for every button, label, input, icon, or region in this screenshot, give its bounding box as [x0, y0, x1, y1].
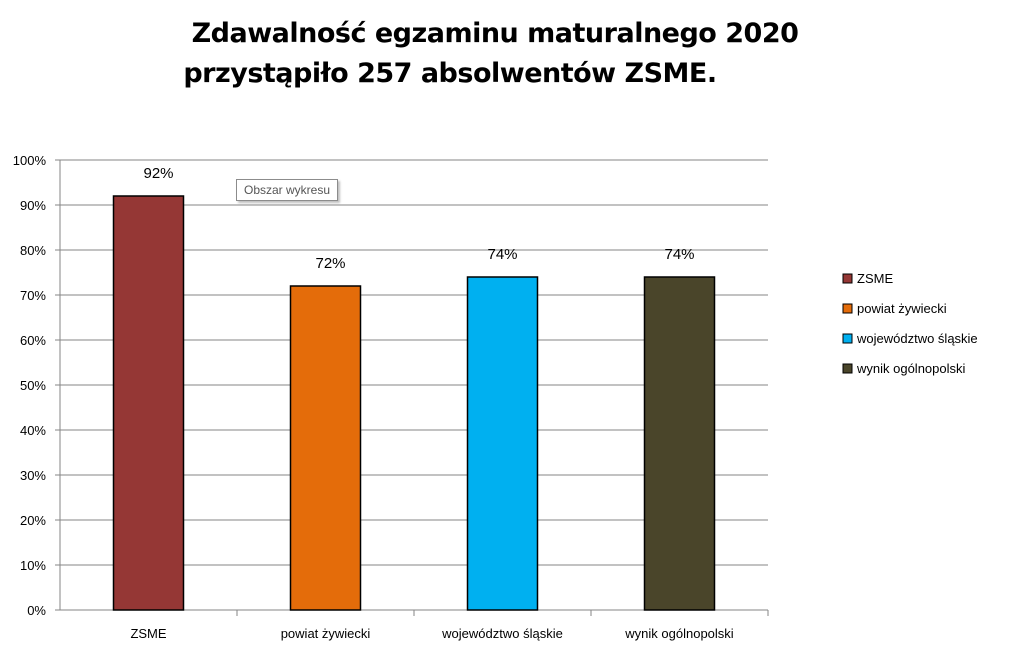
y-tick-label: 10% [20, 558, 46, 573]
data-label: 74% [664, 246, 694, 263]
y-tick-label: 100% [13, 153, 47, 168]
legend-label: wynik ogólnopolski [856, 361, 966, 376]
legend-swatch [842, 273, 853, 284]
y-tick-label: 20% [20, 513, 46, 528]
legend-label: województwo śląskie [856, 331, 978, 346]
y-tick-label: 50% [20, 378, 46, 393]
data-labels: 92% 72% 74% 74% [143, 165, 694, 272]
x-tick-label: wynik ogólnopolski [624, 626, 734, 641]
data-label: 74% [487, 246, 517, 263]
legend-swatch [842, 333, 853, 344]
x-tick-label: powiat żywiecki [281, 626, 371, 641]
chart-subtitle: przystąpiło 257 absolwentów ZSME. [183, 58, 717, 89]
legend-swatch [842, 303, 853, 314]
legend-swatch [842, 363, 853, 374]
y-tick-label: 40% [20, 423, 46, 438]
legend-label: powiat żywiecki [857, 301, 947, 316]
x-axis-ticks: ZSME powiat żywiecki województwo śląskie wy… [130, 610, 769, 641]
y-axis-ticks: 0% 10% 20% 30% 40% 50% 60% 70% 80% 90% 100% [13, 153, 60, 618]
y-tick-label: 80% [20, 243, 46, 258]
bar [289, 285, 362, 611]
data-label: 92% [143, 165, 173, 182]
bar [112, 195, 185, 611]
y-tick-label: 0% [27, 603, 46, 618]
x-tick-label: województwo śląskie [441, 626, 563, 641]
y-tick-label: 90% [20, 198, 46, 213]
data-label: 72% [315, 255, 345, 272]
bars [112, 195, 716, 611]
y-tick-label: 30% [20, 468, 46, 483]
legend: ZSME powiat żywiecki województwo śląskie wy… [842, 271, 978, 376]
chart-title: Zdawalność egzaminu maturalnego 2020 [191, 18, 799, 49]
chart-area-tooltip: Obszar wykresu [236, 179, 339, 201]
y-tick-label: 70% [20, 288, 46, 303]
x-tick-label: ZSME [130, 626, 166, 641]
bar [643, 276, 716, 611]
bar [466, 276, 539, 611]
y-tick-label: 60% [20, 333, 46, 348]
legend-label: ZSME [857, 271, 893, 286]
